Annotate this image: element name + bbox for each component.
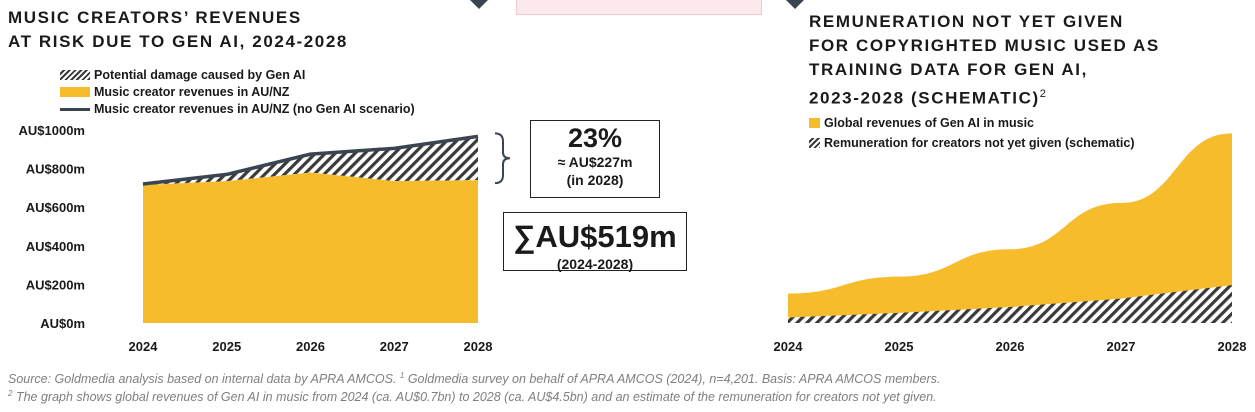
y-tick-label: AU$0m bbox=[40, 316, 85, 331]
y-tick-label: AU$400m bbox=[26, 239, 85, 254]
left-legend: Potential damage caused by Gen AI Music … bbox=[60, 66, 415, 117]
right-area-chart: 2024 2025 2026 2027 2028 bbox=[774, 133, 1246, 354]
right-title-line-2: FOR COPYRIGHTED MUSIC USED AS bbox=[809, 36, 1160, 55]
x-tick-label: 2027 bbox=[1107, 339, 1136, 354]
legend-item-no-genai: Music creator revenues in AU/NZ (no Gen … bbox=[60, 100, 415, 117]
callout-total-amount: ∑AU$519m bbox=[513, 219, 677, 254]
x-tick-label: 2025 bbox=[885, 339, 914, 354]
x-tick-label: 2024 bbox=[774, 339, 804, 354]
footnote-source-text: Source: Goldmedia analysis based on inte… bbox=[8, 372, 397, 387]
header-notch-right bbox=[786, 0, 804, 9]
legend-label: Music creator revenues in AU/NZ bbox=[94, 84, 290, 99]
yellow-swatch-icon bbox=[809, 118, 820, 128]
x-tick-label: 2028 bbox=[1218, 339, 1247, 354]
right-chart-title: REMUNERATION NOT YET GIVEN FOR COPYRIGHT… bbox=[809, 10, 1160, 111]
genai-revenues-area bbox=[788, 133, 1232, 323]
legend-label: Remuneration for creators not yet given … bbox=[824, 136, 1135, 150]
x-tick-label: 2026 bbox=[296, 339, 325, 354]
remuneration-hatched-area bbox=[788, 285, 1232, 323]
callout-share-2028: 23% ≈ AU$227m (in 2028) bbox=[530, 120, 660, 198]
y-tick-label: AU$600m bbox=[26, 200, 85, 215]
callout-total-period: (2024-2028) bbox=[556, 256, 634, 272]
header-highlight-box bbox=[516, 0, 762, 15]
y-tick-label: AU$1000m bbox=[19, 123, 86, 138]
legend-label: Global revenues of Gen AI in music bbox=[824, 116, 1035, 130]
hatch-swatch-icon bbox=[809, 138, 820, 148]
footnote-source: Source: Goldmedia analysis based on inte… bbox=[8, 371, 940, 386]
callout-total: ∑AU$519m (2024-2028) bbox=[503, 212, 687, 272]
y-tick-label: AU$200m bbox=[26, 277, 85, 292]
legend-item-damage: Potential damage caused by Gen AI bbox=[60, 66, 415, 83]
footnote-schematic: 2 The graph shows global revenues of Gen… bbox=[8, 389, 937, 404]
left-area-chart: AU$0m AU$200m AU$400m AU$600m AU$800m AU$1000… bbox=[19, 123, 511, 354]
y-tick-label: AU$800m bbox=[26, 162, 85, 177]
right-title-line-4: 2023-2028 (SCHEMATIC)2 bbox=[809, 82, 1160, 111]
left-chart-title: MUSIC CREATORS’ REVENUES AT RISK DUE TO … bbox=[8, 6, 348, 54]
right-legend: Global revenues of Gen AI in music Remun… bbox=[809, 113, 1135, 153]
no-genai-line bbox=[142, 134, 479, 186]
legend-label: Music creator revenues in AU/NZ (no Gen … bbox=[94, 101, 415, 116]
x-tick-label: 2028 bbox=[464, 339, 493, 354]
legend-item-revenues: Music creator revenues in AU/NZ bbox=[60, 83, 415, 100]
x-tick-label: 2024 bbox=[129, 339, 159, 354]
x-tick-label: 2027 bbox=[380, 339, 409, 354]
revenues-area bbox=[143, 172, 478, 323]
callout-year: (in 2028) bbox=[566, 172, 624, 188]
x-tick-label: 2026 bbox=[996, 339, 1025, 354]
x-tick-label: 2025 bbox=[212, 339, 241, 354]
callout-percentage: 23% bbox=[567, 123, 623, 153]
legend-item-genai-revenues: Global revenues of Gen AI in music bbox=[809, 113, 1135, 133]
legend-label: Potential damage caused by Gen AI bbox=[94, 67, 306, 82]
footnote-survey-text: Goldmedia survey on behalf of APRA AMCOS… bbox=[407, 372, 941, 387]
yellow-swatch-icon bbox=[60, 86, 90, 97]
footnote-marker: 2 bbox=[8, 389, 13, 398]
left-title-line-2: AT RISK DUE TO GEN AI, 2024-2028 bbox=[8, 32, 348, 51]
line-swatch-icon bbox=[60, 107, 90, 111]
footnote-marker: 1 bbox=[399, 371, 405, 380]
footnote-ref: 2 bbox=[1039, 88, 1046, 100]
left-title-line-1: MUSIC CREATORS’ REVENUES bbox=[8, 8, 302, 27]
hatch-swatch-icon bbox=[60, 69, 90, 80]
legend-item-remuneration: Remuneration for creators not yet given … bbox=[809, 133, 1135, 153]
header-notch-left bbox=[470, 0, 488, 9]
damage-brace bbox=[494, 132, 511, 185]
callout-amount: ≈ AU$227m bbox=[557, 154, 633, 170]
right-title-line-4-text: 2023-2028 (SCHEMATIC) bbox=[809, 88, 1040, 108]
footnote-schematic-text: The graph shows global revenues of Gen A… bbox=[15, 390, 937, 405]
right-title-line-1: REMUNERATION NOT YET GIVEN bbox=[809, 12, 1124, 31]
right-title-line-3: TRAINING DATA FOR GEN AI, bbox=[809, 60, 1088, 79]
